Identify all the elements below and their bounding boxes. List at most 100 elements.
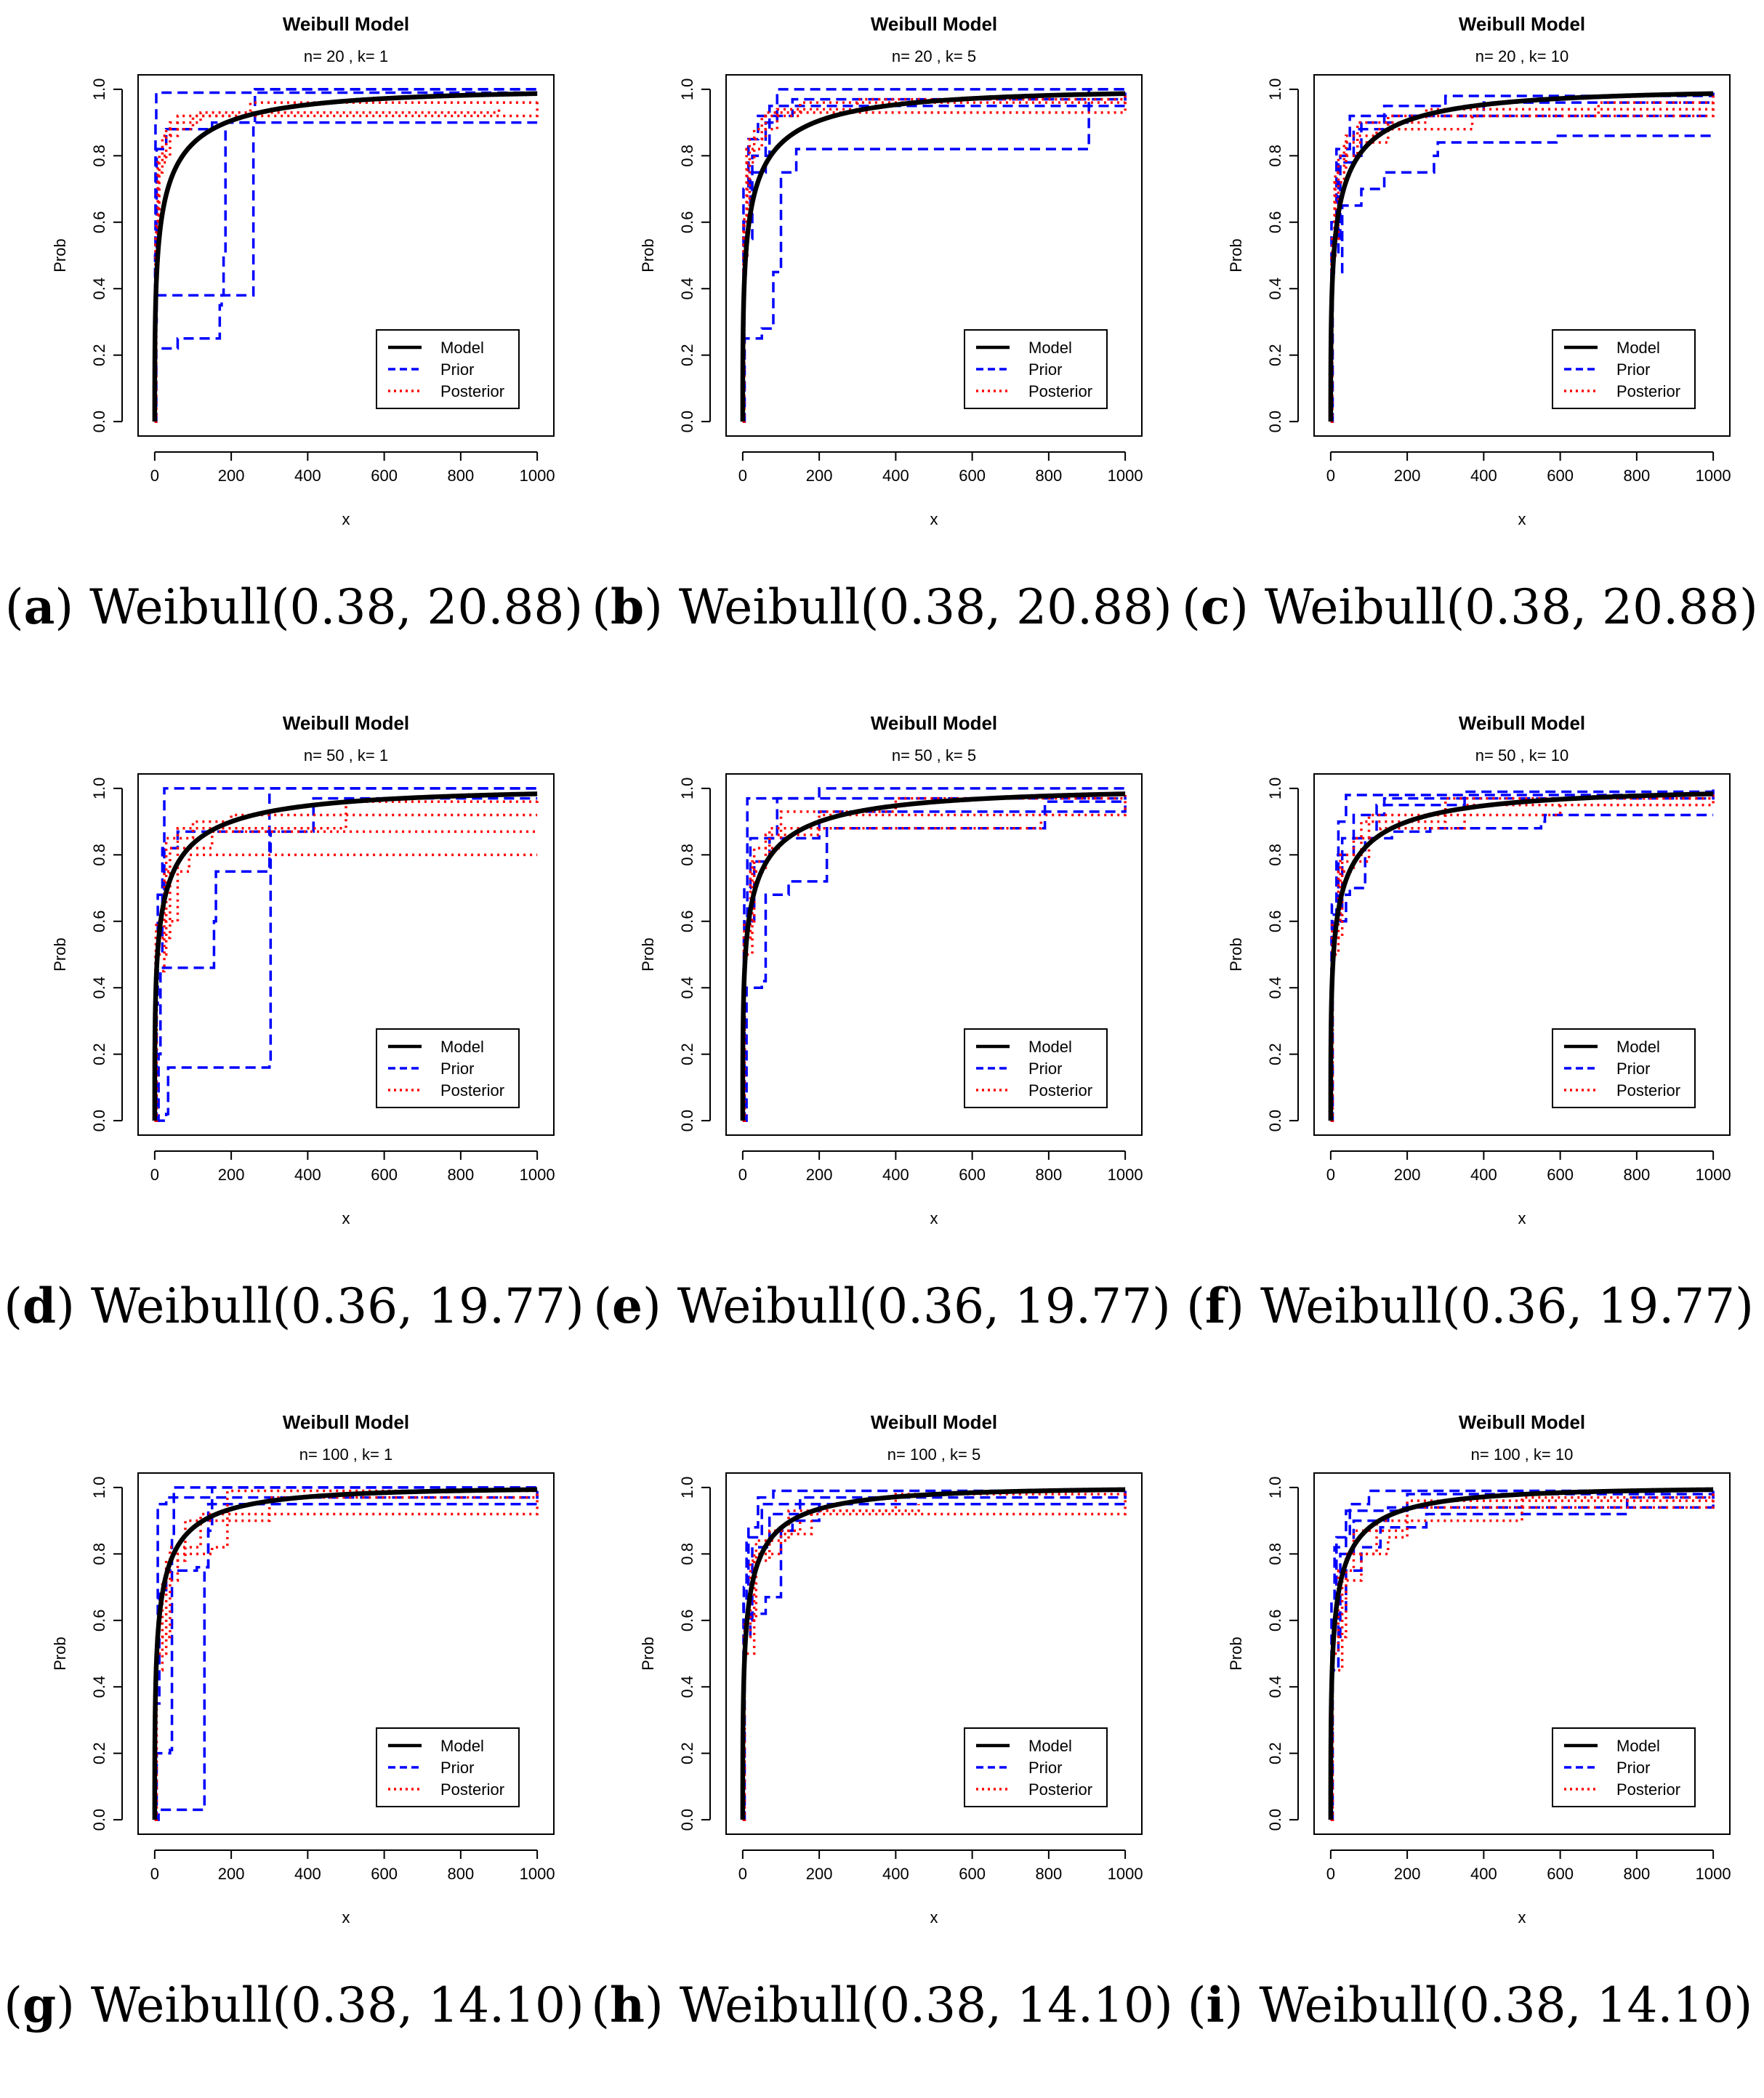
- x-tick-label: 200: [218, 467, 245, 485]
- y-axis-label: Prob: [51, 937, 69, 971]
- y-tick-label: 0.0: [1266, 1809, 1284, 1831]
- chart-subtitle: n= 50 , k= 10: [1475, 746, 1568, 764]
- x-axis-label: x: [342, 510, 350, 528]
- caption-distribution: Weibull(0.36, 19.77): [1260, 1278, 1754, 1334]
- y-tick-label: 0.4: [678, 977, 696, 999]
- y-tick-label: 0.6: [90, 1609, 108, 1631]
- x-axis-label: x: [930, 1908, 938, 1926]
- panel-letter: d: [22, 1278, 57, 1334]
- x-tick-label: 600: [1547, 467, 1574, 485]
- x-tick-label: 0: [1326, 1865, 1335, 1883]
- legend-label-posterior: Posterior: [440, 382, 504, 400]
- panel-caption: (f) Weibull(0.36, 19.77): [1186, 1278, 1754, 1334]
- y-tick-label: 0.2: [678, 1043, 696, 1065]
- x-tick-label: 1000: [1108, 1865, 1143, 1883]
- x-tick-label: 800: [1624, 467, 1651, 485]
- model-curve: [740, 91, 1126, 422]
- x-tick-label: 800: [448, 1166, 475, 1184]
- x-tick-label: 400: [294, 1166, 321, 1184]
- legend-label-model: Model: [440, 1038, 484, 1056]
- posterior-series-line: [742, 795, 1127, 1122]
- panel-caption: (d) Weibull(0.36, 19.77): [4, 1278, 584, 1334]
- plot-frame: [1313, 74, 1731, 437]
- x-tick-label: 600: [371, 467, 398, 485]
- x-tick-label: 1000: [1108, 1166, 1143, 1184]
- x-tick-label: 200: [1394, 1865, 1421, 1883]
- caption-distribution: Weibull(0.38, 20.88): [89, 578, 584, 635]
- prior-series-line: [1330, 134, 1714, 423]
- posterior-series-line: [154, 798, 539, 1122]
- y-tick-label: 0.2: [1266, 1742, 1284, 1764]
- y-tick-label: 1.0: [678, 78, 696, 101]
- x-tick-label: 800: [1036, 1865, 1063, 1883]
- y-tick-label: 0.2: [678, 1742, 696, 1764]
- y-axis-label: Prob: [1227, 1637, 1245, 1670]
- x-tick-label: 200: [806, 467, 833, 485]
- x-tick-label: 400: [882, 467, 909, 485]
- legend-label-posterior: Posterior: [1616, 1780, 1680, 1799]
- y-tick-label: 1.0: [90, 778, 108, 800]
- x-tick-label: 400: [294, 1865, 321, 1883]
- y-tick-label: 0.4: [1266, 1676, 1284, 1698]
- x-tick-label: 800: [448, 1865, 475, 1883]
- legend-label-model: Model: [1028, 339, 1072, 357]
- panel-caption: (g) Weibull(0.38, 14.10): [4, 1977, 584, 2033]
- legend-label-prior: Prior: [1616, 360, 1650, 379]
- caption-distribution: Weibull(0.36, 19.77): [90, 1278, 584, 1334]
- chart-panel-d: Weibull Model n= 50 , k= 1 0 200 400 600 800 10…: [0, 699, 588, 1398]
- x-tick-label: 0: [738, 1166, 747, 1184]
- prior-series-line: [154, 796, 538, 1122]
- plot-frame: [137, 773, 555, 1136]
- y-tick-label: 0.8: [678, 145, 696, 167]
- x-tick-label: 0: [1326, 467, 1335, 485]
- x-axis-label: x: [1518, 1908, 1526, 1926]
- x-tick-label: 800: [448, 467, 475, 485]
- y-tick-label: 1.0: [1266, 1477, 1284, 1499]
- y-tick-label: 0.6: [90, 910, 108, 932]
- x-tick-label: 0: [1326, 1166, 1335, 1184]
- y-axis-label: Prob: [639, 937, 657, 971]
- chart-e: Weibull Model n= 50 , k= 5 0 200 400 600 800 10…: [639, 712, 1143, 1227]
- panel-letter: g: [22, 1977, 57, 2033]
- y-tick-label: 0.0: [90, 411, 108, 433]
- y-tick-label: 1.0: [678, 778, 696, 800]
- prior-series-line: [154, 787, 538, 1122]
- panel-caption: (c) Weibull(0.38, 20.88): [1182, 578, 1758, 635]
- y-tick-label: 0.4: [678, 278, 696, 300]
- chart-subtitle: n= 100 , k= 5: [887, 1445, 980, 1464]
- legend: Model Prior Posterior: [964, 329, 1108, 409]
- y-tick-label: 0.0: [90, 1110, 108, 1132]
- x-axis-label: x: [1518, 1209, 1526, 1227]
- legend-label-posterior: Posterior: [440, 1081, 504, 1100]
- x-axis-label: x: [1518, 510, 1526, 528]
- x-tick-label: 600: [371, 1865, 398, 1883]
- prior-series-line: [1330, 1494, 1715, 1821]
- plot-frame: [1313, 1472, 1731, 1835]
- y-tick-label: 0.8: [1266, 145, 1284, 167]
- legend: Model Prior Posterior: [1552, 1727, 1696, 1807]
- chart-panel-a: Weibull Model n= 20 , k= 1 0 200 400 600 800 10…: [0, 0, 588, 699]
- x-tick-label: 400: [882, 1865, 909, 1883]
- x-tick-label: 0: [150, 467, 159, 485]
- x-tick-label: 800: [1624, 1166, 1651, 1184]
- chart-panel-g: Weibull Model n= 100 , k= 1 0 200 400 600 800 1…: [0, 1398, 588, 2097]
- x-tick-label: 1000: [1108, 467, 1143, 485]
- y-axis-label: Prob: [1227, 937, 1245, 971]
- caption-distribution: Weibull(0.38, 14.10): [1259, 1977, 1753, 2033]
- y-tick-label: 1.0: [678, 1477, 696, 1499]
- chart-title: Weibull Model: [871, 13, 997, 35]
- legend-label-prior: Prior: [1028, 1060, 1062, 1078]
- chart-subtitle: n= 20 , k= 1: [304, 47, 388, 65]
- legend: Model Prior Posterior: [376, 1727, 520, 1807]
- y-tick-label: 0.2: [90, 1043, 108, 1065]
- chart-subtitle: n= 20 , k= 10: [1475, 47, 1568, 65]
- x-tick-label: 400: [1470, 1865, 1497, 1883]
- x-axis-label: x: [930, 1209, 938, 1227]
- prior-series-line: [1330, 813, 1714, 1122]
- prior-series-line: [742, 92, 1127, 423]
- chart-i: Weibull Model n= 100 , k= 10 0 200 400 600 800…: [1227, 1411, 1731, 1926]
- panel-letter: e: [612, 1278, 643, 1334]
- y-tick-label: 0.6: [678, 1609, 696, 1631]
- chart-title: Weibull Model: [871, 1411, 997, 1433]
